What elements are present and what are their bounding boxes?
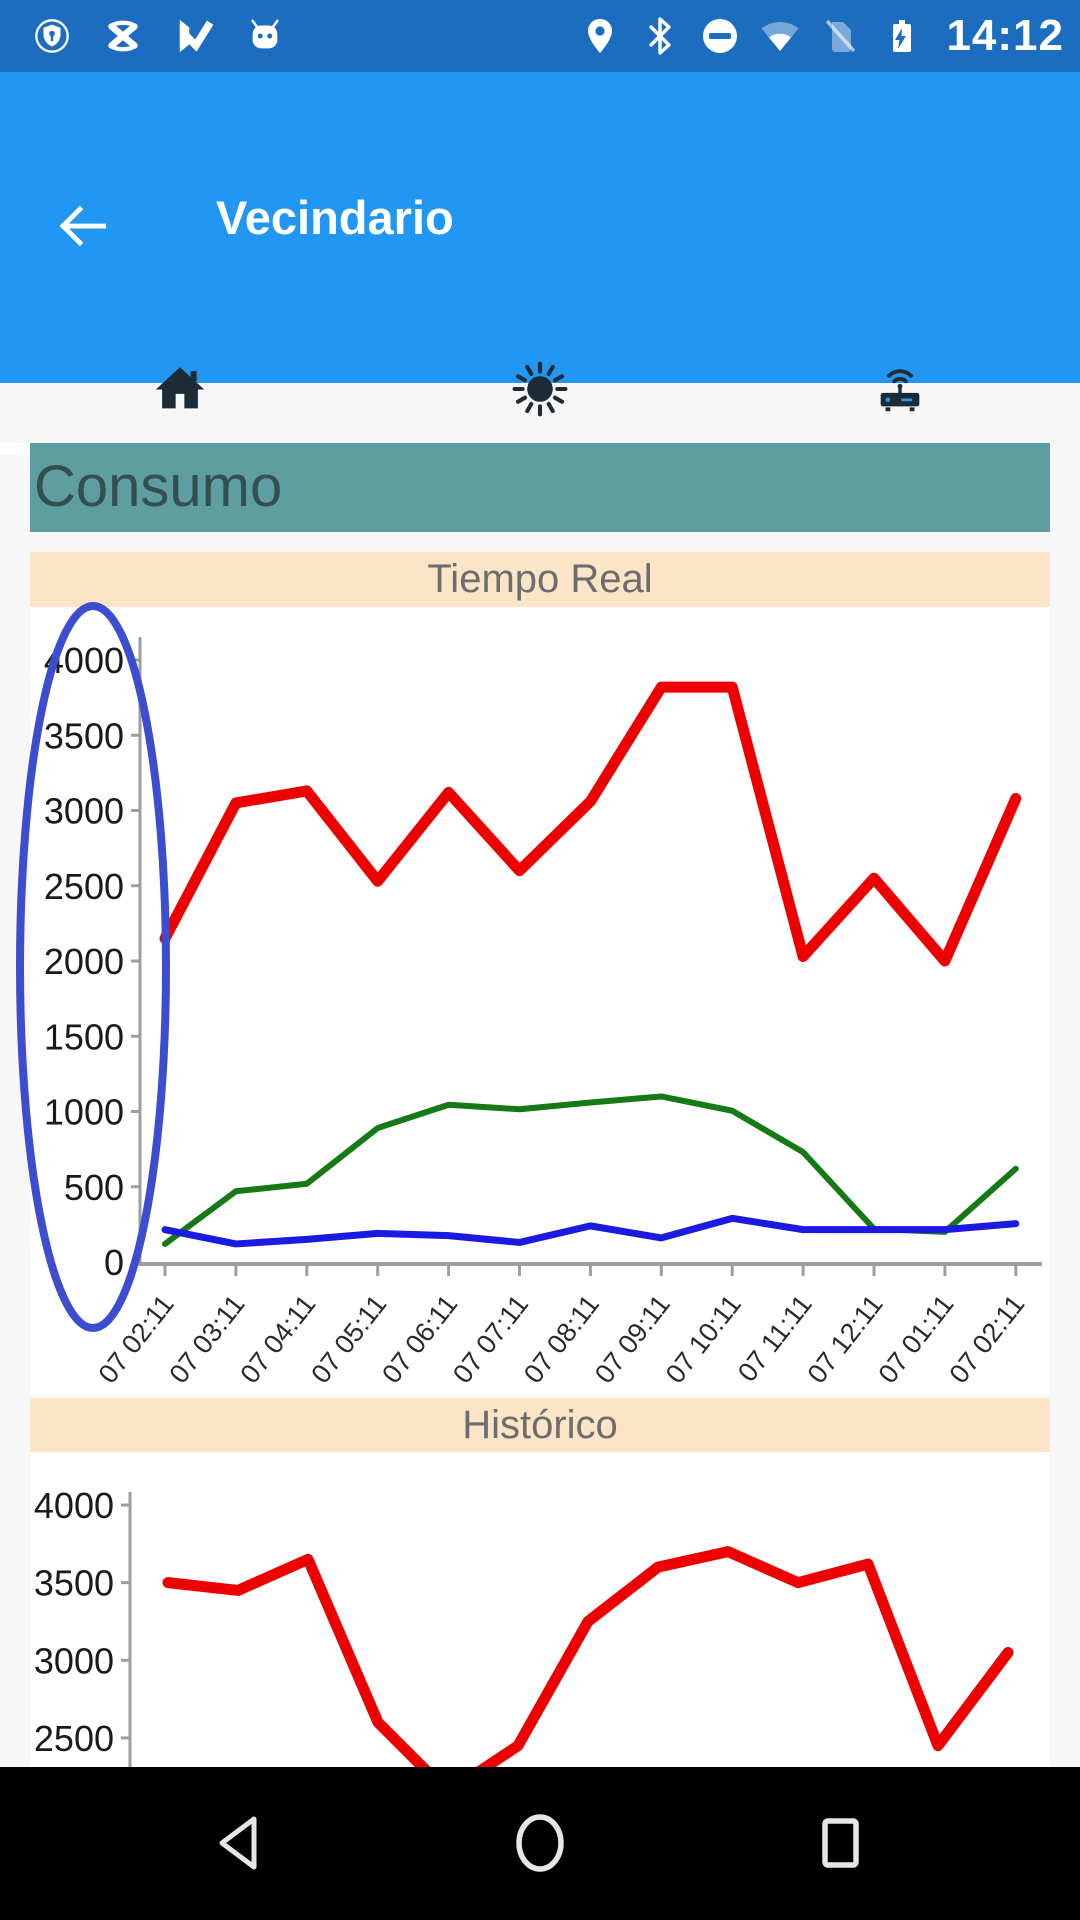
battery-charging-icon bbox=[893, 20, 912, 52]
svg-text:4000: 4000 bbox=[34, 1485, 114, 1526]
crossed-icon bbox=[108, 20, 138, 52]
tab-devices[interactable] bbox=[871, 360, 929, 418]
status-bar: 14:12 bbox=[0, 0, 1080, 72]
router-icon bbox=[880, 369, 920, 412]
section-heading: Consumo bbox=[30, 443, 1050, 532]
status-bar-right-icons: 14:12 bbox=[580, 11, 1064, 61]
tab-brightness[interactable] bbox=[511, 360, 569, 418]
svg-text:3000: 3000 bbox=[34, 1640, 114, 1681]
do-not-disturb-icon bbox=[703, 19, 738, 53]
home-icon bbox=[155, 367, 205, 409]
status-bar-left-icons bbox=[33, 17, 284, 55]
play-protect-icon bbox=[179, 19, 213, 53]
clock: 14:12 bbox=[946, 11, 1064, 60]
svg-text:3500: 3500 bbox=[44, 715, 124, 756]
no-sim-icon bbox=[826, 19, 856, 53]
svg-text:1500: 1500 bbox=[44, 1016, 124, 1057]
svg-text:07 02:11: 07 02:11 bbox=[943, 1289, 1030, 1389]
bluetooth-icon bbox=[649, 17, 672, 55]
sun-icon bbox=[512, 361, 568, 417]
recents-square-icon bbox=[822, 1818, 859, 1868]
svg-text:4000: 4000 bbox=[44, 640, 124, 681]
svg-text:07 10:11: 07 10:11 bbox=[660, 1289, 747, 1389]
chart-header-historico: Histórico bbox=[30, 1398, 1050, 1452]
svg-text:500: 500 bbox=[64, 1167, 124, 1208]
svg-text:2500: 2500 bbox=[44, 866, 124, 907]
svg-text:3500: 3500 bbox=[34, 1563, 114, 1604]
svg-text:0: 0 bbox=[104, 1242, 124, 1283]
back-arrow-icon[interactable] bbox=[56, 204, 108, 248]
android-icon bbox=[251, 19, 279, 49]
svg-text:2500: 2500 bbox=[34, 1718, 114, 1759]
wifi-icon bbox=[761, 21, 799, 51]
svg-text:2000: 2000 bbox=[44, 941, 124, 982]
tab-home[interactable] bbox=[151, 360, 209, 418]
navigation-bar bbox=[0, 1767, 1080, 1920]
svg-text:3000: 3000 bbox=[44, 791, 124, 832]
home-circle-icon bbox=[516, 1814, 564, 1872]
nav-recents-button[interactable] bbox=[808, 1811, 872, 1875]
nav-home-button[interactable] bbox=[508, 1811, 572, 1875]
nav-back-button[interactable] bbox=[209, 1811, 273, 1875]
tiempo-real-line-chart: 0 500 1000 1500 2000 2500 3000 3500 4000 07 02:11… bbox=[30, 607, 1050, 1395]
shield-lock-icon bbox=[35, 19, 69, 53]
back-triangle-icon bbox=[219, 1816, 257, 1870]
svg-text:1000: 1000 bbox=[44, 1092, 124, 1133]
chart-header-tiempo-real: Tiempo Real bbox=[30, 552, 1050, 607]
location-icon bbox=[588, 19, 613, 53]
page-title: Vecindario bbox=[216, 191, 454, 244]
app-bar: Vecindario bbox=[0, 72, 1080, 455]
historico-line-chart: 2500 3000 3500 4000 bbox=[30, 1452, 1050, 1767]
